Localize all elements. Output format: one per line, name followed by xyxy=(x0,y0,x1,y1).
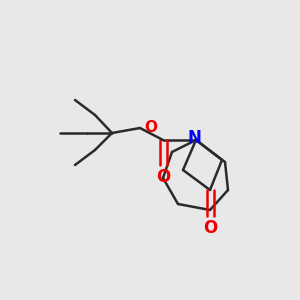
Text: O: O xyxy=(156,168,170,186)
Text: N: N xyxy=(187,129,201,147)
Text: O: O xyxy=(144,119,157,134)
Text: O: O xyxy=(203,219,217,237)
